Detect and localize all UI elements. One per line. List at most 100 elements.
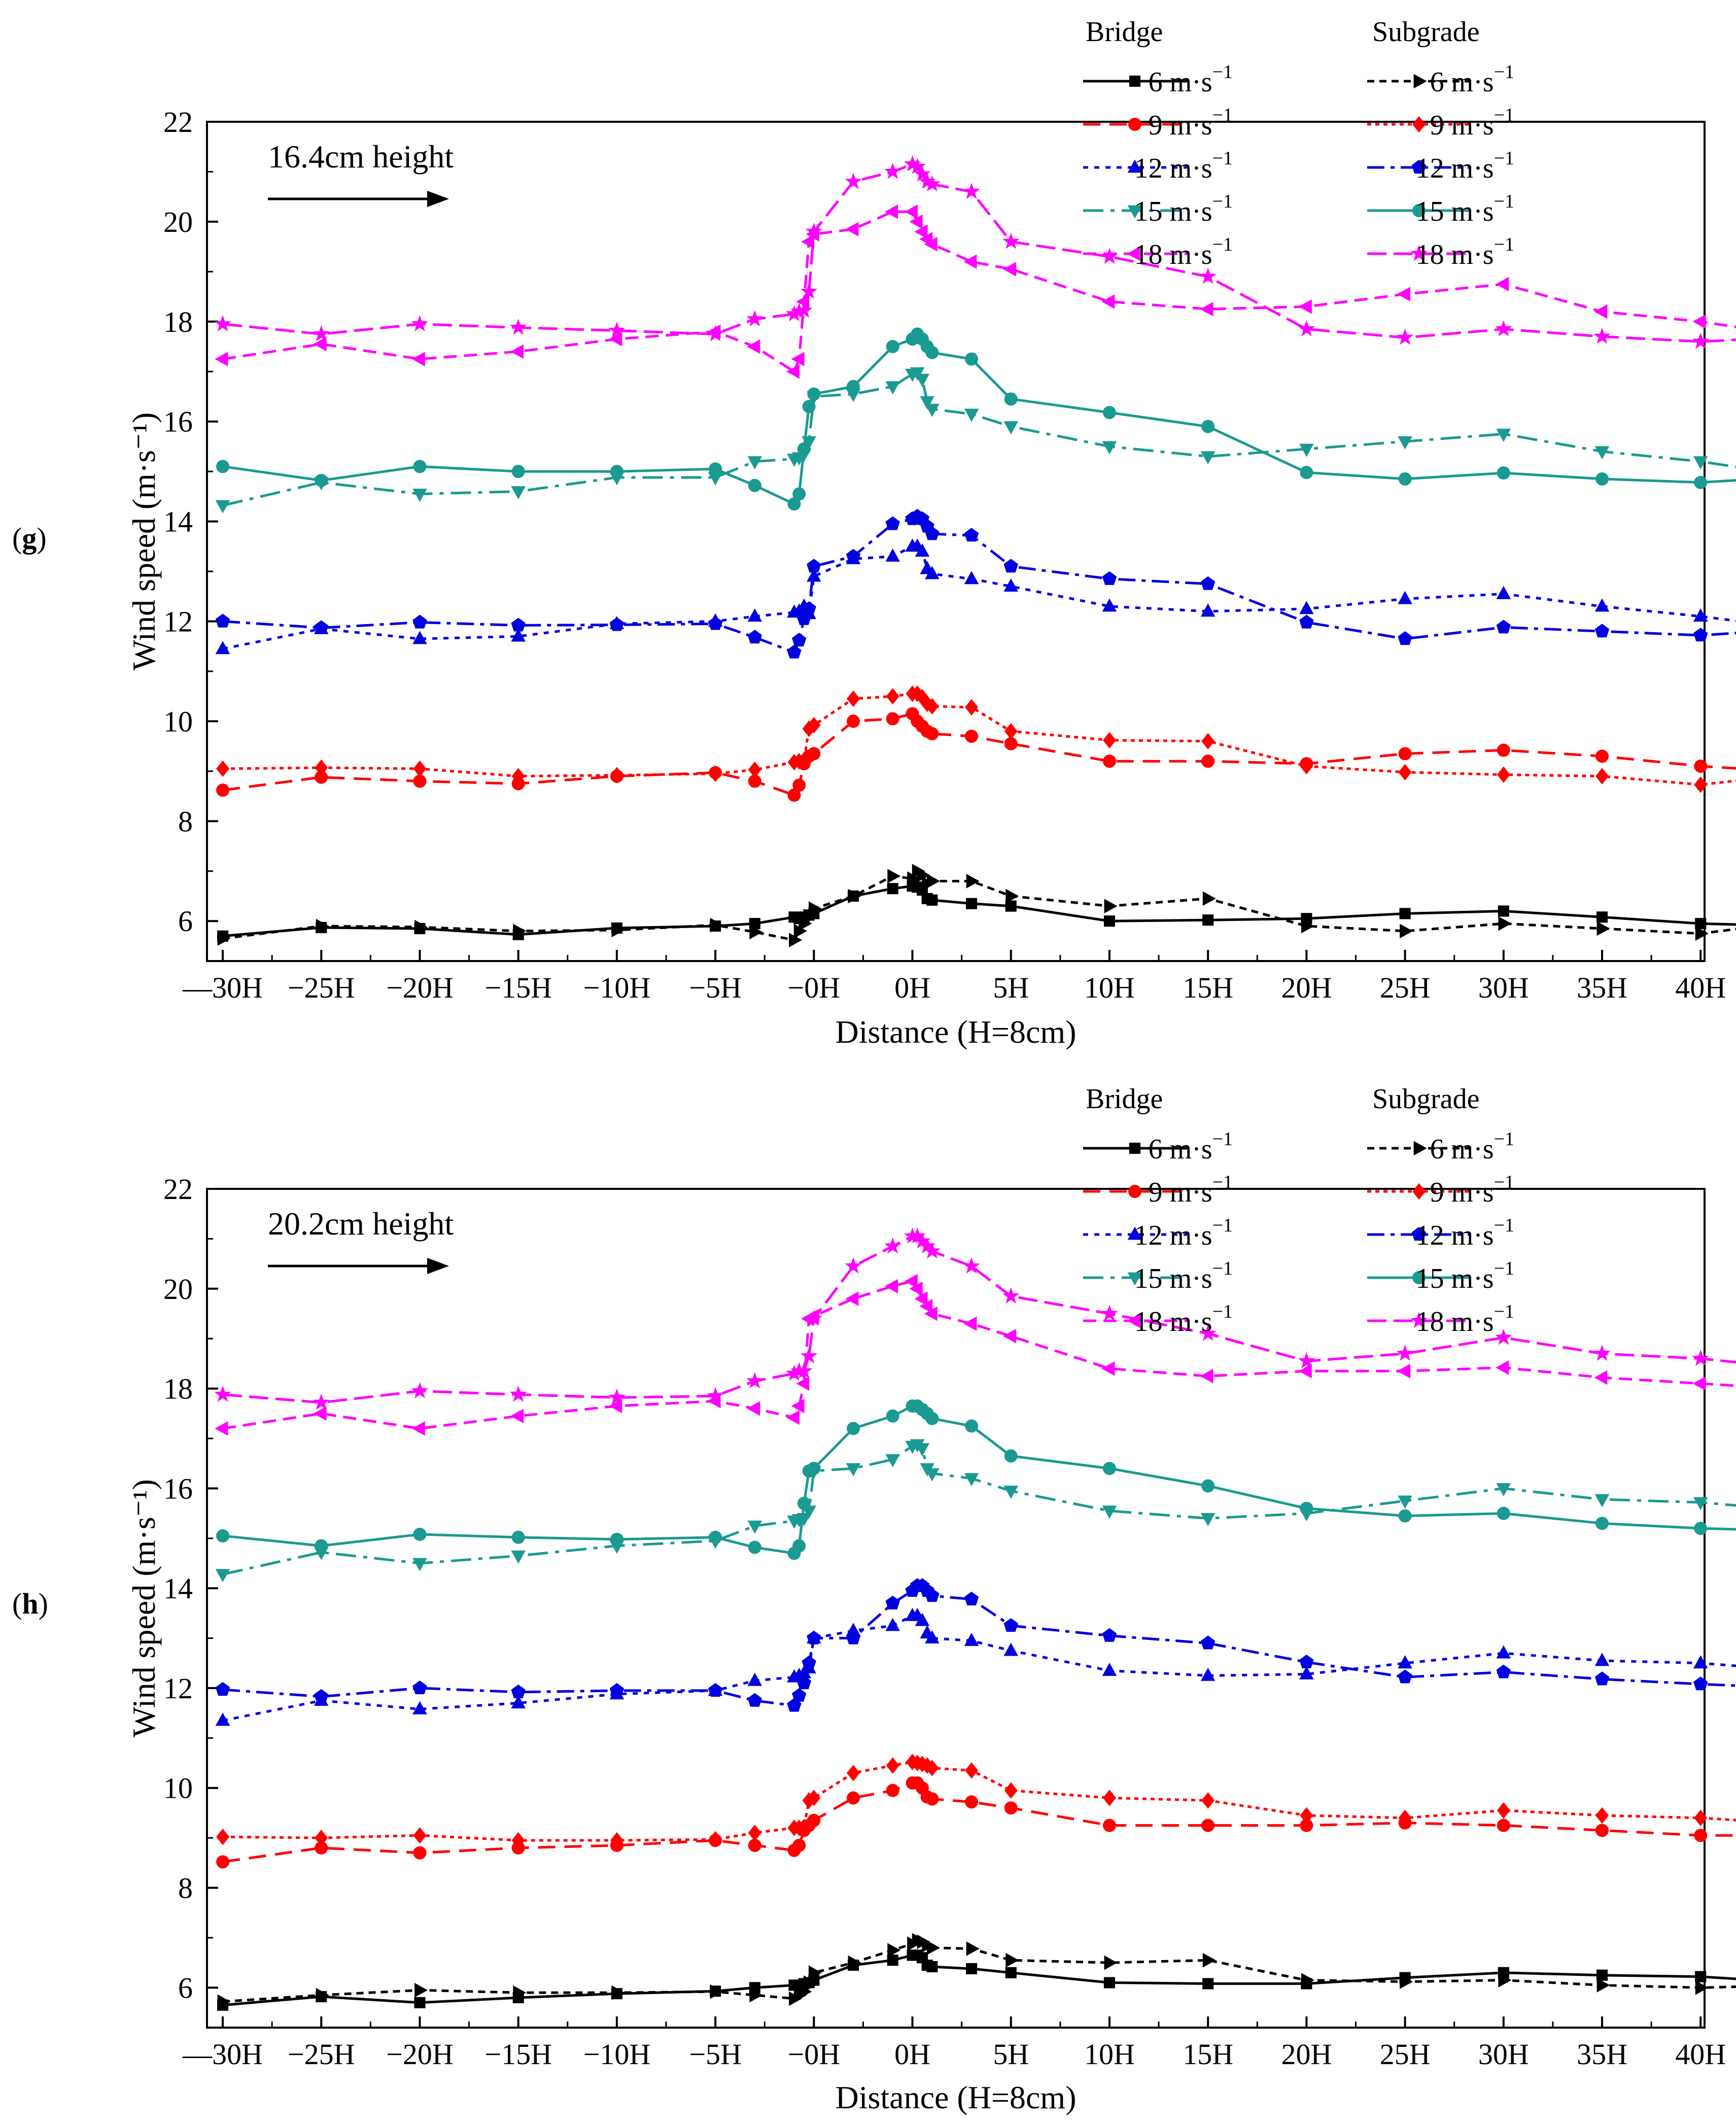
data-point <box>413 1527 427 1541</box>
legend-label-text: 12 m·s <box>1416 153 1494 184</box>
data-point <box>914 1232 931 1249</box>
data-point <box>747 1520 762 1534</box>
data-point <box>1693 1676 1708 1691</box>
y-tick-label: 6 <box>178 905 193 938</box>
legend-label-exponent: −1 <box>1494 148 1514 169</box>
legend-header-bridge: Bridge <box>1086 1083 1163 1115</box>
legend-marker-subgrade-18 <box>1410 1312 1428 1328</box>
data-point <box>1692 1376 1706 1391</box>
height-annotation: 16.4cm height <box>268 139 454 175</box>
data-point <box>847 1764 860 1782</box>
x-tick-label: −0H <box>788 971 841 1004</box>
legend-label-text: 18 m·s <box>1416 239 1494 270</box>
data-point <box>791 352 805 366</box>
data-point <box>925 727 939 741</box>
data-point <box>805 223 823 239</box>
data-point <box>215 1713 230 1726</box>
data-point <box>807 1790 821 1806</box>
data-point <box>747 1693 762 1707</box>
data-point <box>747 1672 762 1686</box>
data-point <box>802 400 816 414</box>
data-point <box>609 1683 624 1697</box>
data-point <box>609 617 624 631</box>
data-point <box>925 1630 940 1643</box>
data-point <box>1102 1505 1117 1519</box>
data-point <box>511 768 525 784</box>
data-point <box>807 559 821 573</box>
x-tick-label: −10H <box>583 971 651 1004</box>
data-point <box>411 1382 429 1398</box>
data-point <box>1003 1328 1017 1344</box>
panel-label-letter: h <box>22 1587 38 1620</box>
data-point <box>884 162 901 179</box>
data-point <box>216 1828 230 1845</box>
legend-header-subgrade: Subgrade <box>1372 1083 1480 1115</box>
data-point <box>886 712 899 726</box>
data-point <box>1399 908 1411 919</box>
data-point <box>848 888 861 904</box>
x-tick-label: 15H <box>1183 2038 1233 2071</box>
legend-label-bridge-18: 18 m·s−1 <box>1134 234 1233 270</box>
data-point <box>1398 764 1412 781</box>
data-point <box>1300 1807 1313 1824</box>
data-point <box>1398 472 1412 486</box>
data-point <box>748 1540 761 1554</box>
data-point <box>1202 891 1216 906</box>
data-point <box>1201 733 1215 750</box>
legend-label-exponent: −1 <box>1212 1172 1233 1193</box>
data-point <box>1201 755 1215 768</box>
data-point <box>845 222 859 236</box>
data-point <box>1595 1517 1609 1530</box>
data-point <box>1594 1653 1610 1666</box>
legend-label-subgrade-12: 12 m·s−1 <box>1416 148 1514 184</box>
data-point <box>412 631 427 644</box>
data-point <box>313 336 327 352</box>
series-subgrade-6 <box>217 864 1736 947</box>
data-point <box>217 1994 231 2009</box>
plot-frame <box>206 121 1706 962</box>
data-point <box>964 528 979 542</box>
legend-label-exponent: −1 <box>1494 105 1514 126</box>
data-point <box>845 173 862 189</box>
data-point <box>965 1419 979 1433</box>
data-point <box>800 1347 818 1363</box>
data-point <box>1496 1483 1511 1496</box>
data-point <box>313 1393 330 1410</box>
legend-marker-subgrade-15 <box>1412 1271 1426 1284</box>
data-point <box>793 923 807 939</box>
data-point <box>511 465 525 478</box>
data-point <box>610 465 623 478</box>
data-point <box>925 1792 939 1806</box>
series-subgrade-9 <box>216 686 1736 793</box>
legend-label-text: 15 m·s <box>1416 1263 1494 1294</box>
data-point <box>801 234 815 249</box>
data-point <box>608 321 626 338</box>
data-point <box>216 760 230 777</box>
y-tick-label: 22 <box>163 106 193 139</box>
legend-marker-bridge-6 <box>1129 1142 1141 1154</box>
data-point <box>1004 392 1018 406</box>
data-point <box>1102 1819 1116 1832</box>
data-point <box>808 901 822 916</box>
data-point <box>1299 1666 1314 1680</box>
data-point <box>1299 443 1314 457</box>
data-point <box>1003 1485 1019 1499</box>
data-point <box>797 751 811 769</box>
legend-label-subgrade-15: 15 m·s−1 <box>1416 191 1514 227</box>
data-point <box>1595 768 1609 784</box>
data-point <box>1101 248 1118 264</box>
data-point <box>1396 328 1414 345</box>
legend-marker-bridge-6 <box>1129 75 1141 87</box>
data-point <box>807 1462 821 1475</box>
data-point <box>708 616 723 630</box>
data-point <box>915 1613 930 1626</box>
data-point <box>1298 1352 1315 1368</box>
data-point <box>748 761 761 778</box>
data-point <box>746 310 763 327</box>
data-point <box>1300 758 1313 775</box>
legend-marker-subgrade-18 <box>1410 245 1428 261</box>
data-point <box>909 214 923 229</box>
x-tick-label: 30H <box>1478 2038 1529 2071</box>
data-point <box>918 173 936 189</box>
legend-label-bridge-18: 18 m·s−1 <box>1134 1301 1233 1338</box>
